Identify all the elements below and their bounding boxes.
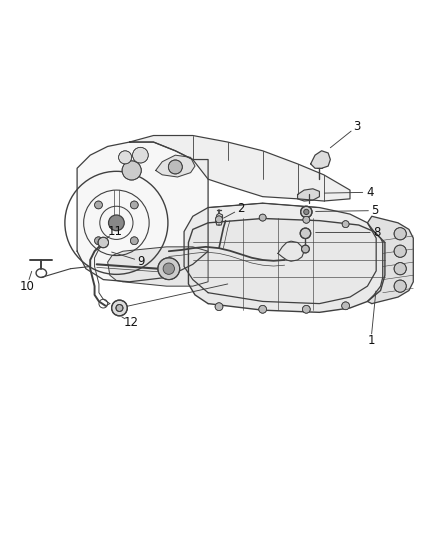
Circle shape	[304, 209, 309, 215]
Circle shape	[394, 263, 406, 275]
Circle shape	[215, 216, 223, 223]
Circle shape	[122, 161, 141, 180]
Circle shape	[163, 263, 174, 274]
Circle shape	[98, 237, 109, 248]
Circle shape	[342, 302, 350, 310]
Text: 12: 12	[124, 316, 138, 329]
Circle shape	[259, 214, 266, 221]
Circle shape	[116, 304, 123, 311]
Circle shape	[131, 201, 138, 209]
Circle shape	[119, 151, 132, 164]
Polygon shape	[155, 155, 195, 177]
Polygon shape	[188, 219, 385, 312]
Polygon shape	[77, 142, 208, 282]
Circle shape	[215, 303, 223, 311]
Circle shape	[95, 237, 102, 245]
Text: 11: 11	[108, 225, 123, 238]
Text: 2: 2	[237, 203, 244, 215]
Circle shape	[95, 201, 102, 209]
Text: 10: 10	[19, 280, 34, 293]
Polygon shape	[367, 216, 413, 304]
Circle shape	[133, 147, 148, 163]
Circle shape	[158, 258, 180, 280]
Circle shape	[109, 215, 124, 231]
Text: 1: 1	[367, 334, 374, 347]
Circle shape	[301, 245, 309, 253]
Polygon shape	[311, 151, 330, 168]
Polygon shape	[108, 247, 208, 286]
Text: 9: 9	[138, 255, 145, 268]
Circle shape	[302, 305, 310, 313]
Circle shape	[131, 237, 138, 245]
Text: 5: 5	[371, 204, 379, 217]
Text: 8: 8	[373, 226, 381, 239]
Polygon shape	[297, 189, 319, 201]
Polygon shape	[130, 135, 350, 201]
Circle shape	[394, 280, 406, 292]
Polygon shape	[215, 213, 223, 225]
Circle shape	[259, 305, 267, 313]
Circle shape	[394, 228, 406, 240]
Circle shape	[112, 300, 127, 316]
Text: 3: 3	[353, 120, 360, 133]
Circle shape	[394, 245, 406, 257]
Circle shape	[300, 228, 311, 239]
Text: 4: 4	[366, 186, 373, 199]
Circle shape	[342, 221, 349, 228]
Circle shape	[303, 216, 310, 223]
Polygon shape	[184, 203, 376, 304]
Circle shape	[300, 206, 312, 217]
Circle shape	[168, 160, 182, 174]
